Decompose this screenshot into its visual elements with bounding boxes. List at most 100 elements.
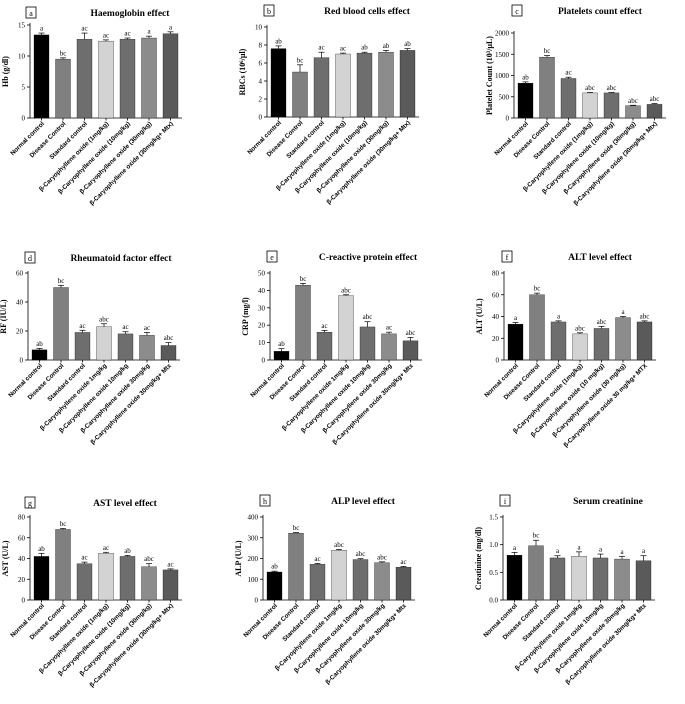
y-tick-label: 60: [18, 534, 26, 542]
bar: [162, 569, 179, 601]
bar: [335, 53, 351, 118]
chart-title: Red blood cells effect: [324, 7, 411, 17]
bar: [625, 105, 641, 119]
category-label: Standard control: [285, 119, 326, 160]
bar: [55, 529, 71, 601]
bar: [141, 37, 157, 119]
bar: [288, 533, 304, 601]
category-label: Standard control: [288, 362, 329, 403]
significance-label: bc: [544, 47, 551, 55]
significance-label: ac: [321, 322, 327, 330]
significance-label: bc: [60, 520, 67, 528]
y-tick-label: 400: [248, 514, 259, 522]
significance-label: ac: [400, 558, 406, 566]
significance-label: abc: [144, 555, 154, 563]
y-tick-label: 80: [18, 514, 26, 522]
y-tick-label: 6: [259, 60, 263, 68]
y-tick-label: 10: [18, 53, 26, 61]
bar: [378, 52, 394, 118]
y-tick-label: 1500: [495, 51, 510, 59]
significance-label: abc: [363, 313, 373, 321]
significance-label: bc: [293, 524, 300, 532]
significance-label: ab: [36, 340, 43, 348]
bar: [572, 333, 588, 361]
significance-label: a: [577, 543, 581, 551]
bar: [528, 545, 544, 601]
y-tick-label: 40: [18, 555, 26, 563]
bar: [98, 40, 114, 119]
y-axis-label: RBCs (10⁶/μl): [238, 48, 247, 95]
bar: [395, 567, 412, 601]
y-tick-label: 1.0: [489, 541, 498, 549]
category-label: Standard control: [46, 362, 87, 403]
significance-label: abc: [341, 286, 351, 294]
bar: [33, 556, 50, 601]
y-tick-label: 5: [22, 84, 26, 92]
significance-label: ab: [271, 563, 278, 571]
panel-letter-box: [24, 251, 36, 264]
category-label: Standard control: [48, 120, 89, 161]
y-tick-label: 0: [255, 597, 259, 605]
y-tick-label: 1000: [495, 72, 510, 80]
significance-label: ac: [386, 324, 392, 332]
panel-letter-box: [511, 4, 523, 17]
panel-letter-box: [25, 6, 37, 19]
significance-label: abc: [585, 84, 595, 92]
y-tick-label: 20: [492, 335, 500, 343]
bar: [539, 57, 555, 119]
chart-panel-d: d Rheumatoid factor effect 0 20 40 60 RF (IU/L…: [0, 251, 180, 446]
significance-label: abc: [575, 324, 585, 332]
y-tick-label: 0.0: [489, 597, 498, 605]
significance-label: abc: [628, 97, 638, 105]
bar: [76, 39, 93, 119]
significance-label: ab: [522, 73, 529, 81]
y-axis-label: Creatinine (mg/dl): [474, 527, 483, 591]
panel-letter: a: [29, 9, 33, 18]
bar: [98, 553, 114, 601]
y-tick-label: 20: [16, 328, 24, 336]
bar: [614, 558, 630, 601]
significance-label: a: [621, 308, 625, 316]
chart-panel-e: e C-reactive protein effect 0 10 20 30 40 50 CRP…: [241, 250, 422, 446]
significance-label: ab: [383, 42, 390, 50]
bar: [381, 333, 397, 361]
panel-letter: d: [28, 254, 32, 263]
category-label: β-Caryophyllene oxide 30mg/kg+ Mtx: [89, 362, 173, 446]
y-tick-label: 10: [258, 339, 266, 347]
significance-label: ac: [81, 554, 87, 562]
bar: [615, 317, 631, 361]
significance-label: abc: [356, 550, 366, 558]
panel-letter-box: [263, 4, 275, 17]
panel-letter: h: [263, 497, 267, 506]
bar: [292, 71, 308, 118]
category-label: β-Caryophyllene oxide 30mg/kg+ Mtx: [324, 602, 408, 686]
bar: [529, 294, 545, 361]
significance-label: abc: [334, 541, 344, 549]
bar: [560, 78, 577, 119]
significance-label: abc: [607, 84, 617, 92]
y-tick-label: 60: [16, 270, 24, 278]
significance-label: bc: [58, 277, 65, 285]
y-tick-label: 0.5: [489, 569, 498, 577]
y-axis-label: AST (U/L): [1, 540, 10, 576]
y-tick-label: 0: [496, 357, 500, 365]
significance-label: ac: [340, 45, 346, 53]
y-axis-label: RF (IU/L): [0, 299, 8, 333]
bar: [139, 335, 155, 361]
bar: [295, 285, 311, 361]
bar: [374, 562, 390, 601]
bar: [31, 349, 48, 361]
bar: [76, 563, 93, 601]
chart-title: ALP level effect: [331, 497, 396, 507]
y-axis-label: Hb (g/dl): [1, 56, 10, 87]
bar: [96, 326, 112, 361]
bar: [582, 92, 598, 119]
bar: [117, 333, 134, 361]
y-tick-label: 100: [248, 576, 259, 584]
chart-title: Serum creatinine: [573, 497, 643, 507]
y-axis-label: ALT (U/L): [475, 298, 484, 335]
panel-letter-box: [501, 250, 513, 263]
bar: [270, 48, 287, 118]
